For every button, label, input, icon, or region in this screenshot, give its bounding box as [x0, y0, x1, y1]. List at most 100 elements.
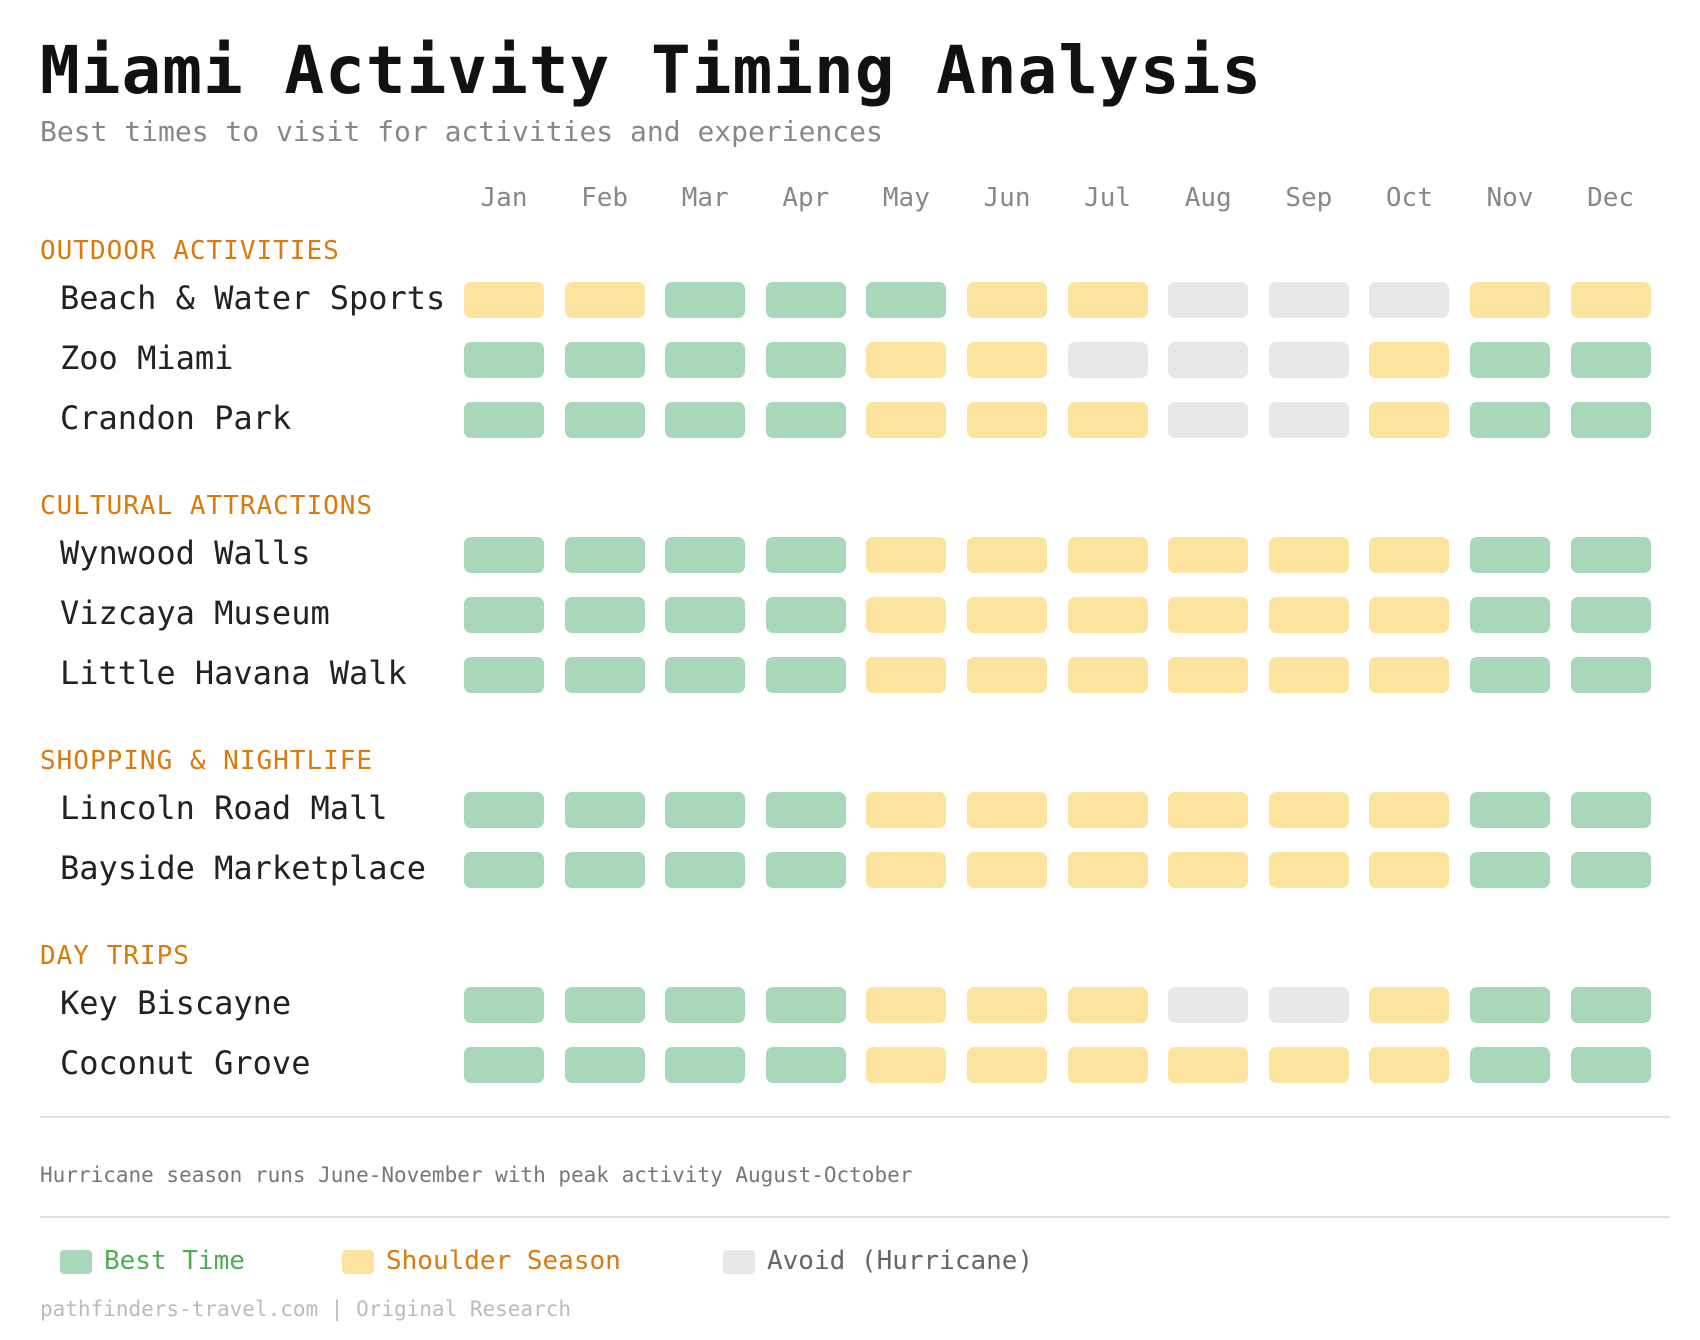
legend-swatch-avoid	[723, 1250, 755, 1274]
heatmap-cell	[464, 342, 544, 378]
activity-label: Key Biscayne	[60, 984, 292, 1022]
heatmap-cell	[1570, 987, 1651, 1023]
heatmap-cell	[1369, 282, 1450, 318]
heatmap-cell	[1570, 792, 1651, 828]
heatmap-cell	[665, 657, 746, 693]
page-title: Miami Activity Timing Analysis	[40, 32, 1263, 109]
divider-bottom	[40, 1216, 1670, 1218]
heatmap-cell	[1369, 1047, 1450, 1083]
heatmap-cell	[464, 597, 544, 633]
heatmap-cell	[1268, 537, 1349, 573]
heatmap-cell	[967, 402, 1047, 438]
heatmap-cell	[564, 597, 645, 633]
heatmap-cell	[1470, 402, 1550, 438]
heatmap-cell	[1470, 792, 1550, 828]
heatmap-cell	[564, 537, 645, 573]
heatmap-cell	[1067, 987, 1148, 1023]
heatmap-cell	[765, 987, 846, 1023]
month-label-mar: Mar	[681, 183, 729, 213]
heatmap-cell	[1470, 537, 1550, 573]
heatmap-cell	[1570, 282, 1651, 318]
category-label: CULTURAL ATTRACTIONS	[40, 491, 374, 521]
heatmap-cell	[464, 792, 544, 828]
heatmap-cell	[1268, 987, 1349, 1023]
heatmap-cell	[1268, 342, 1349, 378]
activity-label: Vizcaya Museum	[60, 594, 330, 632]
heatmap-cell	[1067, 402, 1148, 438]
heatmap-cell	[665, 792, 746, 828]
heatmap-cell	[564, 987, 645, 1023]
heatmap-cell	[866, 1047, 947, 1083]
heatmap-cell	[1470, 282, 1550, 318]
heatmap-cell	[1369, 402, 1450, 438]
heatmap-cell	[866, 657, 947, 693]
heatmap-cell	[1067, 282, 1148, 318]
heatmap-cell	[1570, 537, 1651, 573]
month-label-aug: Aug	[1184, 183, 1232, 213]
heatmap-cell	[1168, 852, 1249, 888]
category-label: OUTDOOR ACTIVITIES	[40, 236, 340, 266]
heatmap-cell	[866, 597, 947, 633]
heatmap-cell	[1268, 852, 1349, 888]
heatmap-cell	[1470, 597, 1550, 633]
heatmap-cell	[765, 537, 846, 573]
heatmap-cell	[1268, 657, 1349, 693]
heatmap-cell	[1168, 282, 1249, 318]
legend-label-avoid: Avoid (Hurricane)	[767, 1246, 1034, 1276]
month-label-feb: Feb	[581, 183, 629, 213]
heatmap-cell	[1168, 987, 1249, 1023]
month-label-jul: Jul	[1084, 183, 1132, 213]
heatmap-cell	[1470, 852, 1550, 888]
month-label-apr: Apr	[782, 183, 830, 213]
heatmap-cell	[1268, 402, 1349, 438]
month-label-jan: Jan	[480, 183, 528, 213]
activity-label: Little Havana Walk	[60, 654, 407, 692]
heatmap-cell	[1570, 852, 1651, 888]
heatmap-cell	[564, 657, 645, 693]
month-label-oct: Oct	[1385, 183, 1433, 213]
heatmap-cell	[866, 987, 947, 1023]
heatmap-cell	[866, 402, 947, 438]
heatmap-cell	[464, 657, 544, 693]
heatmap-cell	[1570, 402, 1651, 438]
heatmap-cell	[665, 282, 746, 318]
heatmap-cell	[765, 342, 846, 378]
heatmap-cell	[1168, 597, 1249, 633]
heatmap-cell	[765, 597, 846, 633]
month-label-sep: Sep	[1285, 183, 1333, 213]
heatmap-cell	[564, 792, 645, 828]
heatmap-cell	[765, 792, 846, 828]
heatmap-cell	[464, 987, 544, 1023]
heatmap-cell	[464, 282, 544, 318]
heatmap-cell	[1268, 282, 1349, 318]
heatmap-cell	[665, 537, 746, 573]
legend-label-best: Best Time	[104, 1246, 245, 1276]
heatmap-cell	[1570, 597, 1651, 633]
heatmap-cell	[1369, 342, 1450, 378]
heatmap-cell	[1470, 1047, 1550, 1083]
heatmap-cell	[765, 1047, 846, 1083]
hurricane-note: Hurricane season runs June-November with…	[40, 1163, 913, 1187]
heatmap-cell	[866, 342, 947, 378]
heatmap-cell	[564, 342, 645, 378]
heatmap-cell	[1369, 987, 1450, 1023]
heatmap-cell	[967, 342, 1047, 378]
heatmap-cell	[765, 282, 846, 318]
heatmap-cell	[765, 657, 846, 693]
heatmap-cell	[665, 597, 746, 633]
page-subtitle: Best times to visit for activities and e…	[40, 115, 883, 148]
heatmap-cell	[1168, 657, 1249, 693]
heatmap-cell	[1470, 987, 1550, 1023]
heatmap-cell	[1168, 342, 1249, 378]
heatmap-cell	[464, 402, 544, 438]
category-label: SHOPPING & NIGHTLIFE	[40, 746, 374, 776]
heatmap-cell	[1067, 1047, 1148, 1083]
activity-label: Wynwood Walls	[60, 534, 311, 572]
heatmap-cell	[1067, 792, 1148, 828]
heatmap-cell	[1268, 1047, 1349, 1083]
heatmap-cell	[967, 282, 1047, 318]
heatmap-cell	[866, 852, 947, 888]
heatmap-cell	[1369, 792, 1450, 828]
heatmap-cell	[665, 852, 746, 888]
legend-swatch-best	[60, 1250, 92, 1274]
